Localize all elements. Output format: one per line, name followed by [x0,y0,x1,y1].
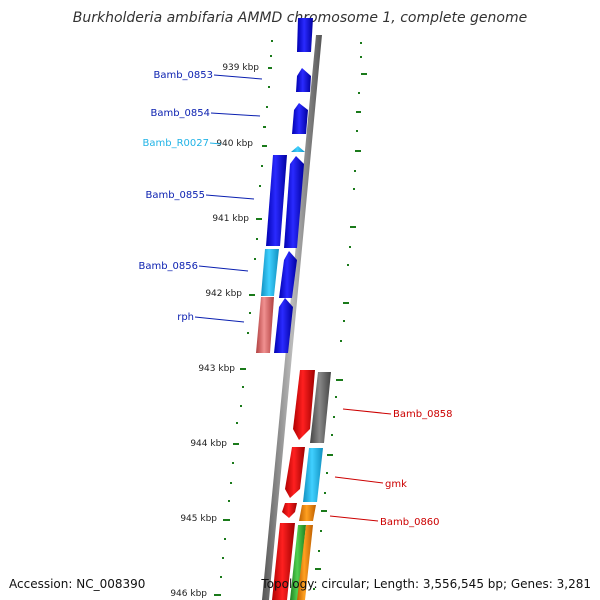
feature-bamb-0855 [284,156,304,248]
feature-rph [274,298,293,353]
gene-label-bamb-0853: Bamb_0853 [153,70,213,81]
kbp-label: 943 kbp [198,364,235,374]
kbp-axis: 939 kbp 940 kbp 941 kbp 942 kbp 943 kbp … [170,63,259,599]
feature-gmk-outer [303,448,323,502]
feature-rph-inner [256,297,274,353]
feature-bamb-0857 [293,370,315,440]
kbp-label: 941 kbp [212,214,249,224]
feature-bottom-red [272,523,295,600]
gene-label-bamb-0860: Bamb_0860 [380,517,440,528]
feature-gmk [285,447,305,498]
accession-label: Accession: NC_008390 [9,577,146,591]
feature-bamb-0858 [310,372,331,443]
gene-label-rph: rph [177,312,194,323]
feature-top-blue [297,18,313,52]
gc-skew-inner-dots [214,40,273,596]
kbp-label: 940 kbp [216,139,253,149]
feature-bottom-orange [297,525,313,600]
kbp-label: 939 kbp [222,63,259,73]
gene-leader-lines [194,74,392,522]
kbp-label: 942 kbp [205,289,242,299]
topology-label: Topology: circular; Length: 3,556,545 bp… [261,577,591,591]
gene-label-bamb-0854: Bamb_0854 [150,108,210,119]
feature-ring-band [232,35,360,600]
feature-bamb-0855-inner [266,155,287,246]
gc-skew-outer-dots [313,42,367,590]
feature-bamb-0853 [296,68,311,92]
feature-bamb-0854 [292,103,308,134]
gene-labels: Bamb_0853 Bamb_0854 Bamb_R0027 Bamb_0855… [138,70,452,528]
gene-label-bamb-0858: Bamb_0858 [393,409,453,420]
kbp-label: 946 kbp [170,589,207,599]
gene-label-bamb-0855: Bamb_0855 [145,190,205,201]
feature-bamb-0856-inner [261,249,279,296]
feature-bamb-0860-outer [299,505,316,521]
gene-label-bamb-r0027: Bamb_R0027 [143,138,209,149]
feature-bamb-0860 [282,503,297,518]
feature-bamb-0856 [279,251,297,298]
gene-label-gmk: gmk [385,479,407,490]
kbp-label: 944 kbp [190,439,227,449]
feature-bamb-r0027 [291,146,305,152]
kbp-label: 945 kbp [180,514,217,524]
feature-bottom-green [290,525,306,600]
backbone [262,35,322,600]
gene-label-bamb-0856: Bamb_0856 [138,261,198,272]
